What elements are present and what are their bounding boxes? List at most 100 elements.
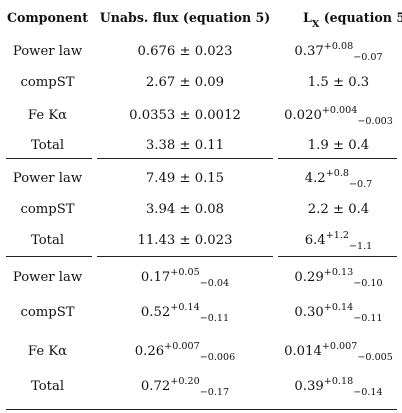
header-lx-subscript: X xyxy=(311,19,320,30)
table-row: Fe Kα 0.26+0.007−0.006 0.014+0.007−0.005 xyxy=(0,337,402,367)
flux-value: 0.72 xyxy=(140,379,171,394)
flux-lower-error: −0.11 xyxy=(199,313,230,324)
flux-cell: 3.38 ± 0.11 xyxy=(95,131,275,161)
component-cell: Power law xyxy=(12,44,83,59)
table-row: compST 2.67 ± 0.09 1.5 ± 0.3 xyxy=(0,68,402,98)
luminosity-cell: 4.2+0.8−0.7 xyxy=(275,164,402,194)
luminosity-cell: 0.39+0.18−0.14 xyxy=(275,372,402,402)
luminosity-lower-error: −0.10 xyxy=(353,278,383,289)
flux-cell: 0.676 ± 0.023 xyxy=(95,37,275,67)
luminosity-lower-error: −1.1 xyxy=(348,241,373,252)
component-cell: Total xyxy=(30,138,65,153)
group-separator xyxy=(6,158,92,159)
luminosity-cell: 6.4+1.2−1.1 xyxy=(275,226,402,256)
component-cell: Fe Kα xyxy=(27,344,68,359)
flux-value: 0.17 xyxy=(140,270,171,285)
header-lx-equation: (equation 5) xyxy=(319,10,402,25)
flux-cell: 2.67 ± 0.09 xyxy=(95,68,275,98)
flux-cell: 0.26+0.007−0.006 xyxy=(95,337,275,367)
component-cell: Fe Kα xyxy=(27,108,68,123)
flux-upper-error: +0.20 xyxy=(170,376,200,387)
luminosity-upper-error: +0.14 xyxy=(323,302,354,313)
luminosity-value: 1.9 ± 0.4 xyxy=(307,138,370,153)
flux-cell: 0.17+0.05−0.04 xyxy=(95,263,275,293)
flux-cell: 3.94 ± 0.08 xyxy=(95,195,275,225)
flux-value: 2.67 ± 0.09 xyxy=(145,75,225,90)
flux-cell: 11.43 ± 0.023 xyxy=(95,226,275,256)
luminosity-lower-error: −0.11 xyxy=(353,313,383,324)
flux-value: 3.38 ± 0.11 xyxy=(145,138,225,153)
luminosity-upper-error: +0.18 xyxy=(323,376,354,387)
luminosity-value: 2.2 ± 0.4 xyxy=(307,202,370,217)
luminosity-value: 0.30 xyxy=(294,305,324,320)
group-separator xyxy=(97,256,273,257)
flux-value: 0.26 xyxy=(134,344,165,359)
flux-value: 11.43 ± 0.023 xyxy=(137,233,233,248)
header-row: Component Unabs. flux (equation 5) LX (e… xyxy=(0,3,402,33)
component-cell: compST xyxy=(20,305,75,320)
luminosity-value: 0.020 xyxy=(284,108,322,123)
luminosity-cell: 0.020+0.004−0.003 xyxy=(275,101,402,131)
table-row: Power law 0.17+0.05−0.04 0.29+0.13−0.10 xyxy=(0,263,402,293)
luminosity-lower-error: −0.7 xyxy=(348,179,373,190)
luminosity-cell: 0.014+0.007−0.005 xyxy=(275,337,402,367)
luminosity-lower-error: −0.14 xyxy=(353,387,383,398)
luminosity-cell: 1.5 ± 0.3 xyxy=(275,68,402,98)
header-lx: LX (equation 5) xyxy=(275,3,402,33)
table-row: Total 11.43 ± 0.023 6.4+1.2−1.1 xyxy=(0,226,402,256)
flux-lower-error: −0.006 xyxy=(199,352,236,363)
luminosity-upper-error: +0.13 xyxy=(323,267,354,278)
table-row: Power law 0.676 ± 0.023 0.37+0.08−0.07 xyxy=(0,37,402,67)
component-cell: Power law xyxy=(12,270,83,285)
luminosity-value: 0.29 xyxy=(294,270,324,285)
flux-cell: 0.52+0.14−0.11 xyxy=(95,298,275,328)
flux-lower-error: −0.04 xyxy=(199,278,230,289)
table-row: Power law 7.49 ± 0.15 4.2+0.8−0.7 xyxy=(0,164,402,194)
group-separator xyxy=(278,158,397,159)
luminosity-cell: 0.30+0.14−0.11 xyxy=(275,298,402,328)
flux-value: 0.0353 ± 0.0012 xyxy=(129,108,241,123)
group-separator xyxy=(97,158,273,159)
group-separator xyxy=(6,256,92,257)
flux-cell: 7.49 ± 0.15 xyxy=(95,164,275,194)
flux-cell: 0.72+0.20−0.17 xyxy=(95,372,275,402)
component-cell: compST xyxy=(20,75,75,90)
component-cell: Total xyxy=(30,233,65,248)
luminosity-upper-error: +1.2 xyxy=(325,230,349,241)
luminosity-value: 0.014 xyxy=(284,344,322,359)
bottom-rule xyxy=(6,409,397,410)
luminosity-upper-error: +0.004 xyxy=(321,105,358,116)
luminosity-cell: 0.29+0.13−0.10 xyxy=(275,263,402,293)
flux-cell: 0.0353 ± 0.0012 xyxy=(95,101,275,131)
header-flux: Unabs. flux (equation 5) xyxy=(99,10,271,25)
flux-upper-error: +0.05 xyxy=(170,267,200,278)
component-cell: Power law xyxy=(12,171,83,186)
flux-lower-error: −0.17 xyxy=(199,387,230,398)
luminosity-cell: 1.9 ± 0.4 xyxy=(275,131,402,161)
table-row: compST 3.94 ± 0.08 2.2 ± 0.4 xyxy=(0,195,402,225)
luminosity-value: 1.5 ± 0.3 xyxy=(307,75,370,90)
header-lx-symbol: L xyxy=(303,10,312,25)
table-row: Total 3.38 ± 0.11 1.9 ± 0.4 xyxy=(0,131,402,161)
flux-upper-error: +0.14 xyxy=(170,302,200,313)
group-separator xyxy=(278,256,397,257)
table-row: compST 0.52+0.14−0.11 0.30+0.14−0.11 xyxy=(0,298,402,328)
luminosity-value: 6.4 xyxy=(304,233,326,248)
table-row: Fe Kα 0.0353 ± 0.0012 0.020+0.004−0.003 xyxy=(0,101,402,131)
component-cell: compST xyxy=(20,202,75,217)
luminosity-upper-error: +0.08 xyxy=(323,41,354,52)
flux-value: 0.676 ± 0.023 xyxy=(137,44,233,59)
luminosity-lower-error: −0.07 xyxy=(353,52,383,63)
luminosity-cell: 0.37+0.08−0.07 xyxy=(275,37,402,67)
flux-value: 3.94 ± 0.08 xyxy=(145,202,225,217)
luminosity-lower-error: −0.005 xyxy=(357,352,393,363)
luminosity-lower-error: −0.003 xyxy=(357,116,393,127)
flux-value: 7.49 ± 0.15 xyxy=(145,171,225,186)
luminosity-cell: 2.2 ± 0.4 xyxy=(275,195,402,225)
luminosity-value: 0.39 xyxy=(294,379,324,394)
luminosity-upper-error: +0.8 xyxy=(325,168,349,179)
component-cell: Total xyxy=(30,379,65,394)
header-component: Component xyxy=(6,10,89,25)
luminosity-value: 4.2 xyxy=(304,171,326,186)
